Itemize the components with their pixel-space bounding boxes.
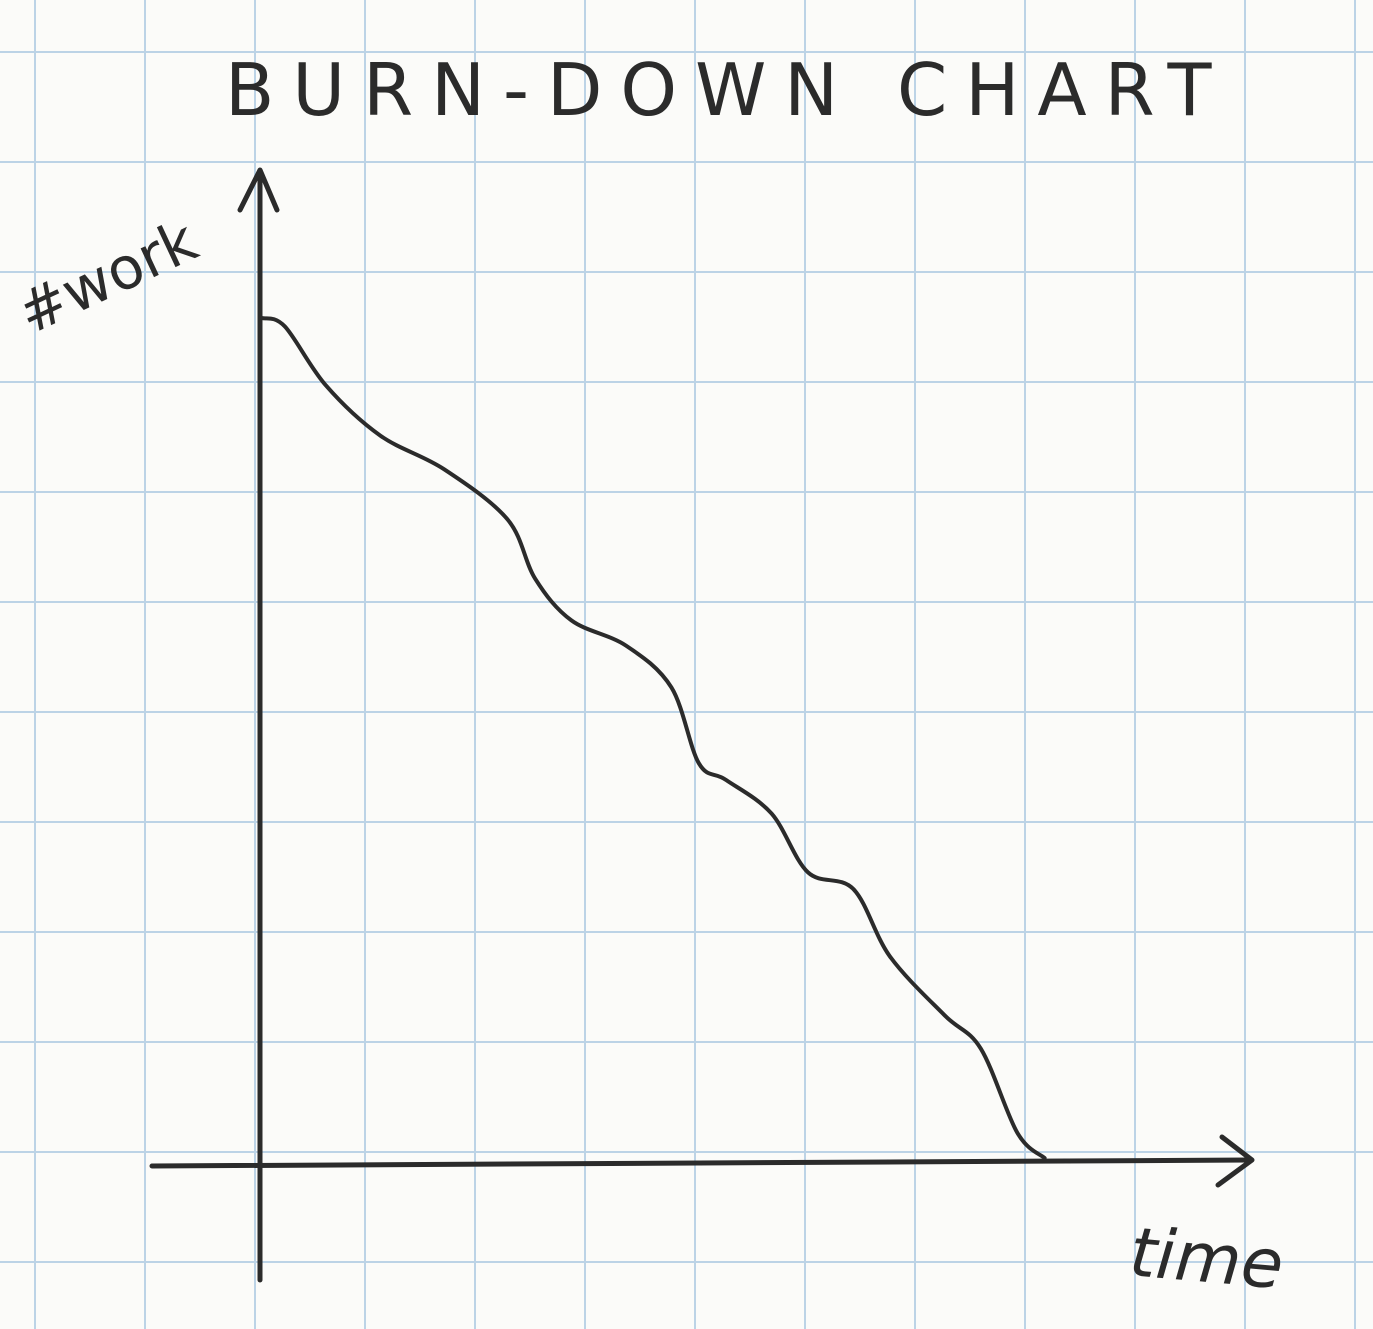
chart-title: BURN-DOWN CHART bbox=[225, 48, 1229, 132]
x-axis bbox=[149, 1134, 1255, 1188]
y-axis bbox=[237, 167, 280, 1283]
x-axis-line bbox=[149, 1157, 1253, 1169]
x-axis-arrowhead bbox=[1215, 1134, 1255, 1188]
y-axis-label: #work bbox=[7, 206, 207, 348]
x-axis-label: time bbox=[1127, 1213, 1287, 1305]
data-points bbox=[260, 316, 1047, 1160]
y-axis-arrowhead bbox=[237, 167, 280, 213]
burndown-line bbox=[260, 316, 1047, 1160]
